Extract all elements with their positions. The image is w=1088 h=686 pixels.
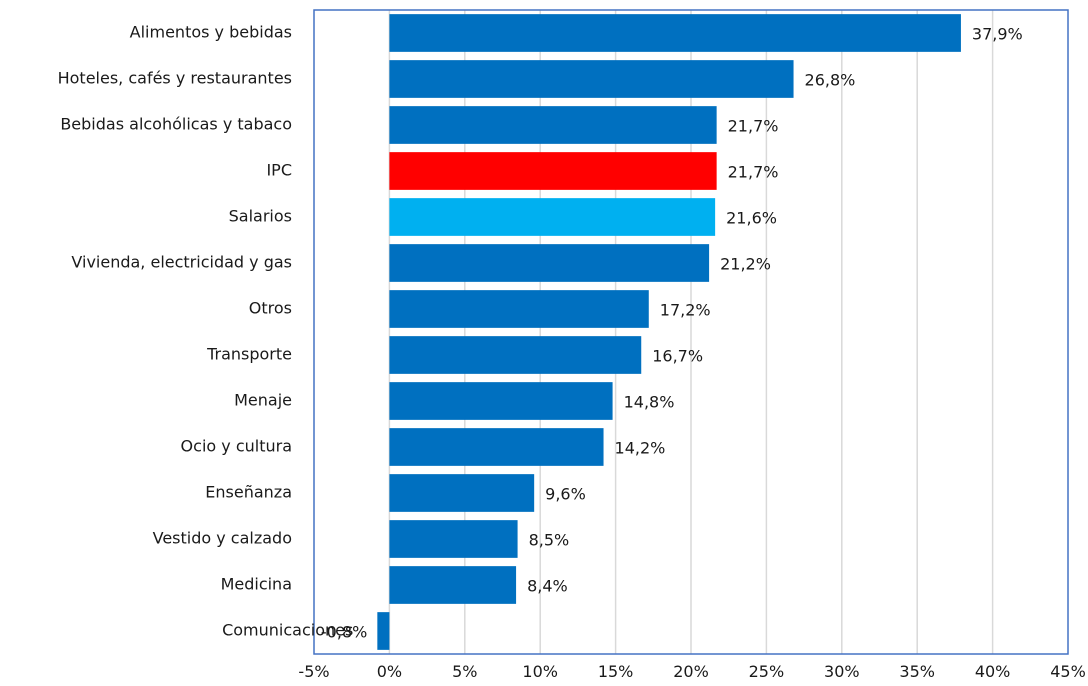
category-labels: Alimentos y bebidas Hoteles, cafés y rest… bbox=[58, 23, 354, 640]
x-tick-label: 40% bbox=[975, 662, 1011, 681]
bar-ipc bbox=[389, 152, 717, 190]
bar-vestido-y-calzado bbox=[389, 520, 518, 558]
x-axis-tick-labels: -5% 0% 5% 10% 15% 20% 25% 30% 35% 40% 45% bbox=[298, 662, 1085, 681]
category-label: Alimentos y bebidas bbox=[130, 23, 292, 42]
category-label: Transporte bbox=[206, 345, 292, 364]
category-label: Vivienda, electricidad y gas bbox=[71, 253, 292, 272]
value-label: 8,5% bbox=[529, 531, 570, 550]
bar-otros bbox=[389, 290, 649, 328]
category-label: Enseñanza bbox=[205, 483, 292, 502]
bar-vivienda-electricidad-y-gas bbox=[389, 244, 710, 282]
value-label: 14,2% bbox=[615, 439, 666, 458]
plot-area-border bbox=[313, 9, 1069, 655]
x-tick-label: 5% bbox=[452, 662, 477, 681]
bars bbox=[377, 14, 961, 650]
category-label: Ocio y cultura bbox=[181, 437, 292, 456]
category-label: Salarios bbox=[229, 207, 292, 226]
x-tick-label: 10% bbox=[522, 662, 558, 681]
bar-bebidas-alcoholicas-y-tabaco bbox=[389, 106, 717, 144]
value-label: 8,4% bbox=[527, 577, 568, 596]
value-label: 9,6% bbox=[545, 485, 586, 504]
x-tick-label: 15% bbox=[598, 662, 634, 681]
category-label: Medicina bbox=[221, 575, 292, 594]
x-tick-label: 20% bbox=[673, 662, 709, 681]
bar-ocio-y-cultura bbox=[389, 428, 604, 466]
value-label: 21,6% bbox=[726, 209, 777, 228]
bar-alimentos-y-bebidas bbox=[389, 14, 961, 52]
x-tick-label: 0% bbox=[377, 662, 402, 681]
value-label: 16,7% bbox=[652, 347, 703, 366]
bar-salarios bbox=[389, 198, 716, 236]
category-label: Comunicaciones bbox=[222, 621, 353, 640]
x-tick-label: 45% bbox=[1050, 662, 1086, 681]
category-label: Vestido y calzado bbox=[153, 529, 292, 548]
value-label: 17,2% bbox=[660, 301, 711, 320]
value-label: 37,9% bbox=[972, 25, 1023, 44]
category-label: Bebidas alcohólicas y tabaco bbox=[60, 115, 292, 134]
bar-medicina bbox=[389, 566, 517, 604]
value-label: -0,8% bbox=[321, 623, 367, 642]
bar-transporte bbox=[389, 336, 642, 374]
x-tick-label: 25% bbox=[749, 662, 785, 681]
category-label: Menaje bbox=[234, 391, 292, 410]
bar-ensenanza bbox=[389, 474, 535, 512]
value-label: 21,7% bbox=[728, 117, 779, 136]
category-label: Otros bbox=[249, 299, 292, 318]
value-label: 21,7% bbox=[728, 163, 779, 182]
value-label: 21,2% bbox=[720, 255, 771, 274]
value-labels: 37,9% 26,8% 21,7% 21,7% 21,6% 21,2% 17,2% 16,7%… bbox=[321, 25, 1023, 642]
value-label: 14,8% bbox=[624, 393, 675, 412]
x-tick-label: 30% bbox=[824, 662, 860, 681]
bar-comunicaciones bbox=[377, 612, 390, 650]
category-label: IPC bbox=[266, 161, 292, 180]
bar-hoteles-cafes-y-restaurantes bbox=[389, 60, 794, 98]
x-tick-label: -5% bbox=[298, 662, 329, 681]
category-label: Hoteles, cafés y restaurantes bbox=[58, 69, 292, 88]
bar-menaje bbox=[389, 382, 613, 420]
x-tick-label: 35% bbox=[899, 662, 935, 681]
value-label: 26,8% bbox=[805, 71, 856, 90]
